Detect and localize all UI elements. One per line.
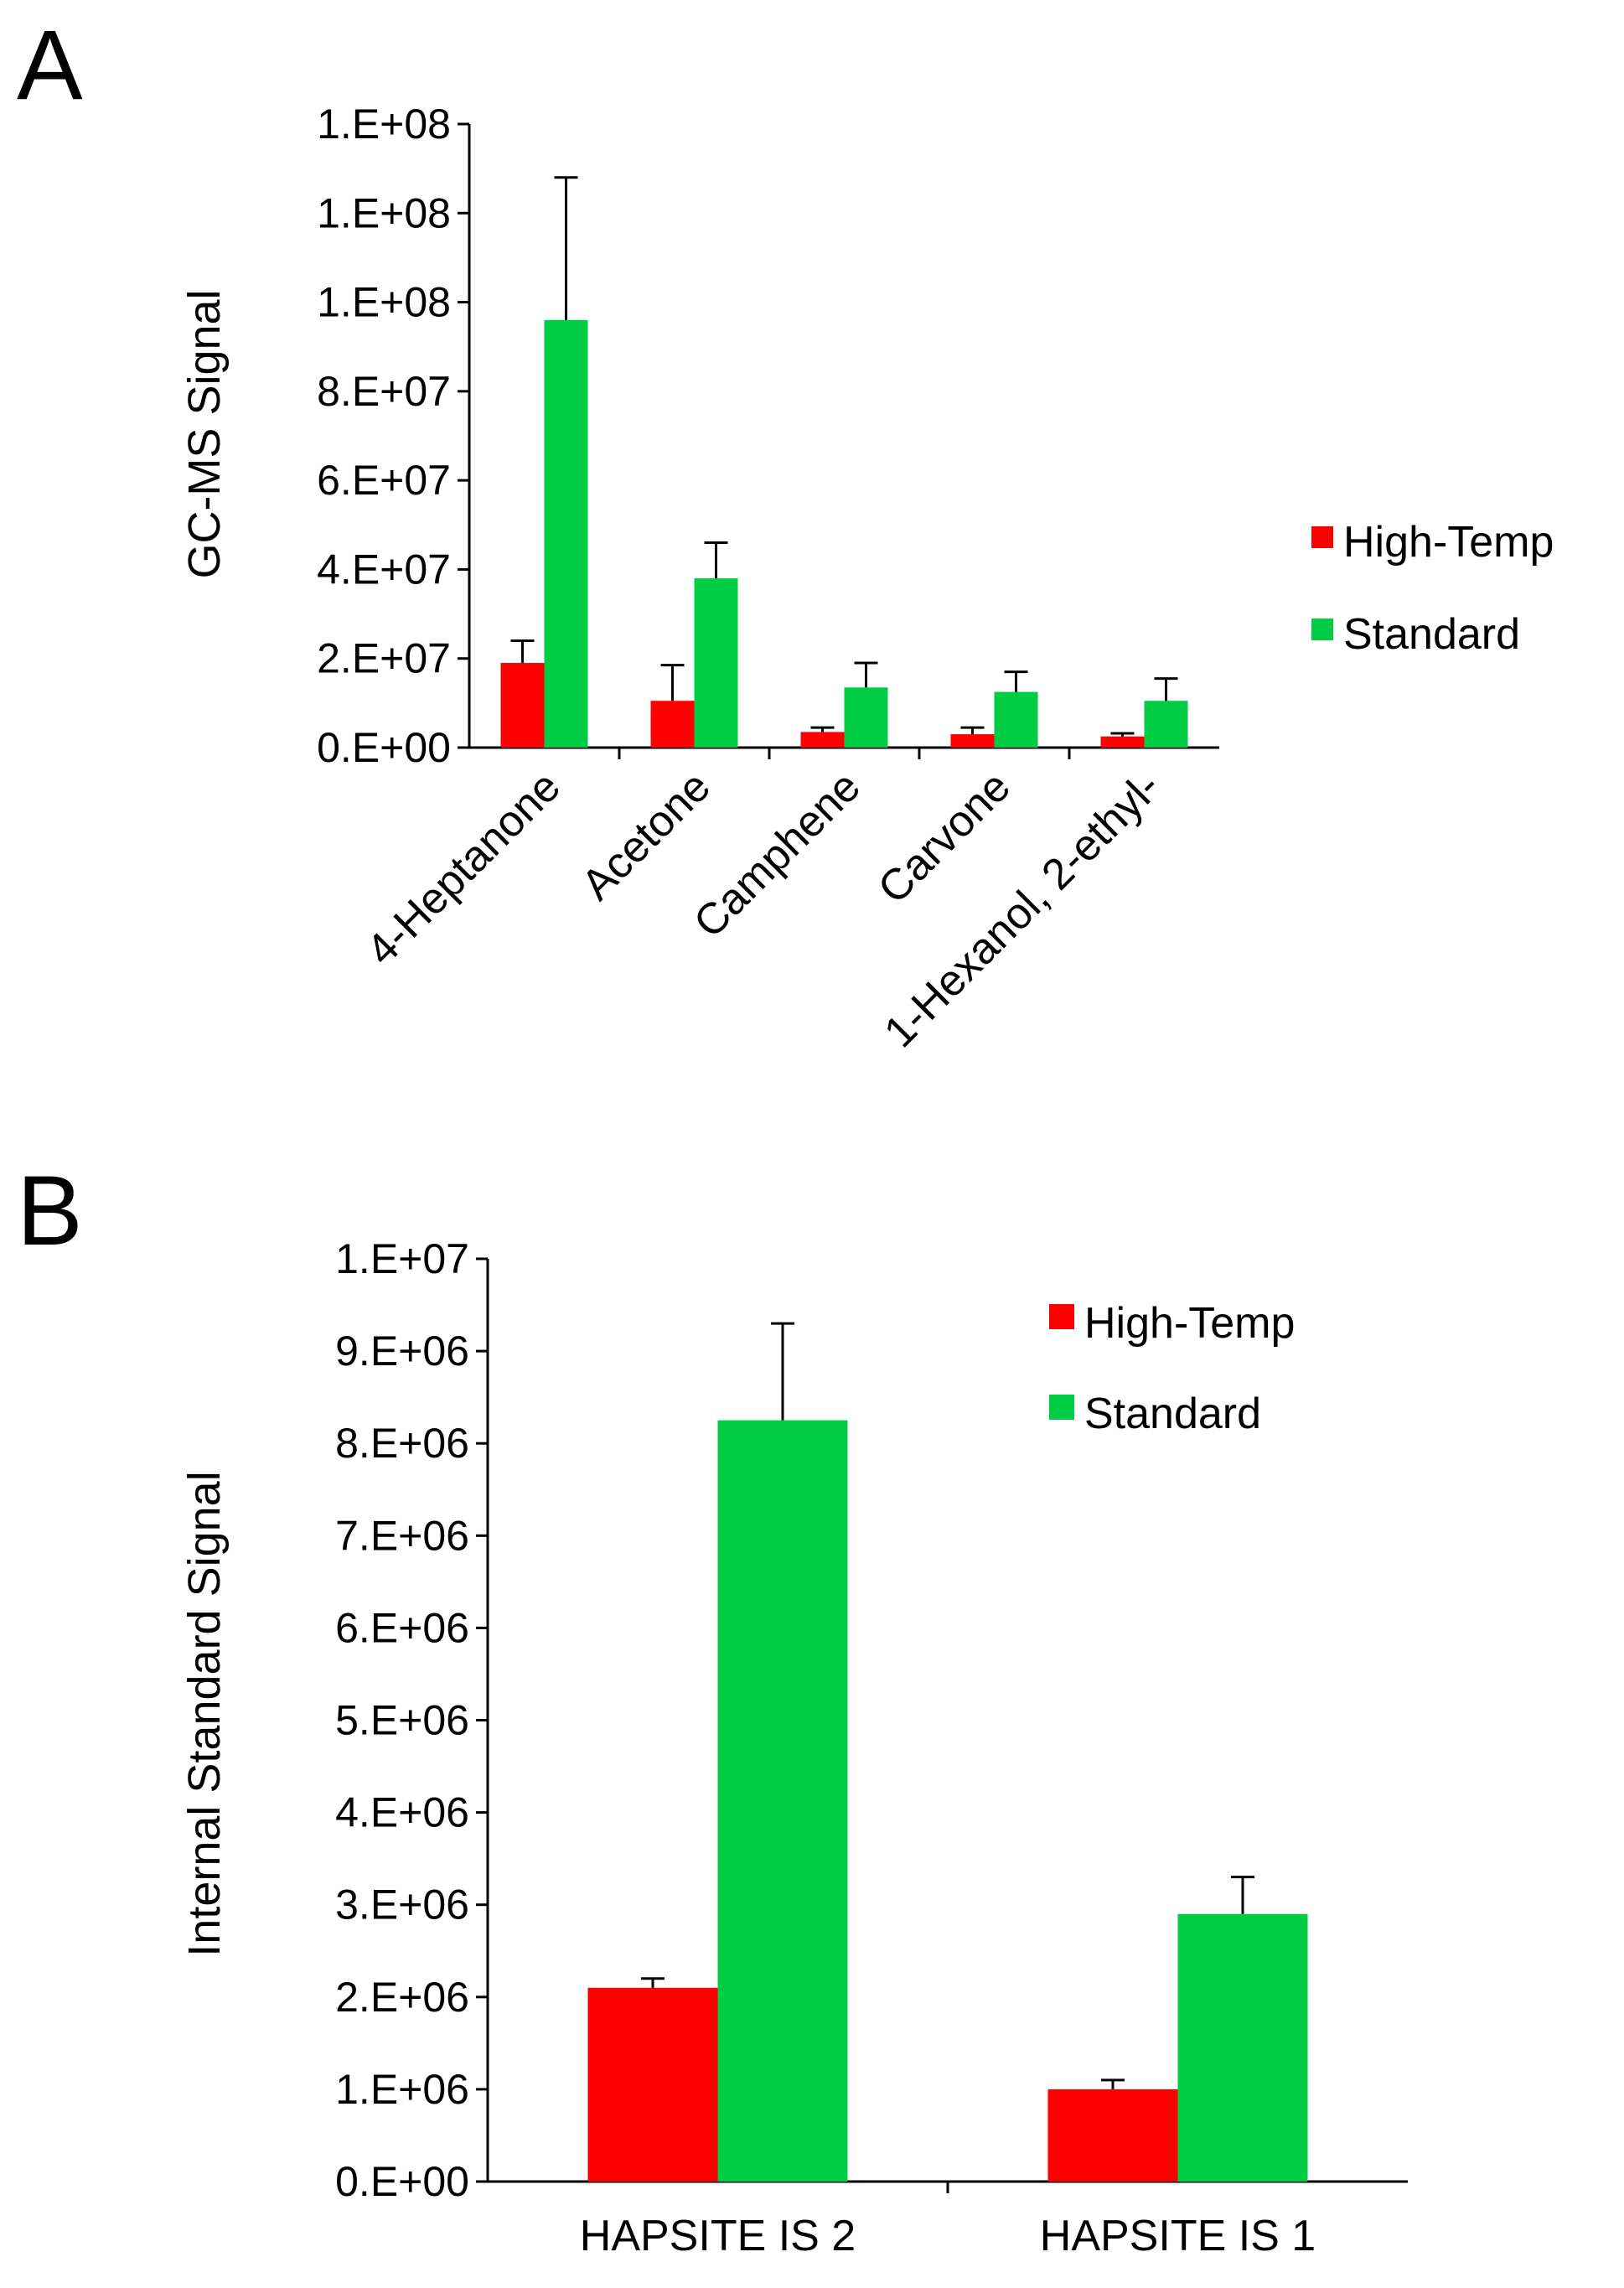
y-tick-label: 1.E+06 [335, 2066, 469, 2113]
bar-high-temp [587, 1987, 718, 2182]
legend-label: Standard [1343, 610, 1520, 659]
bar-high-temp [650, 701, 695, 748]
plot-area-b: 0.E+00 1.E+06 2.E+06 3.E+06 4.E+06 5.E+06 6.E+… [335, 1235, 1408, 2260]
legend-swatch [1311, 526, 1333, 548]
x-category-label: Carvone [869, 762, 1020, 913]
legend-label: High-Temp [1084, 1299, 1295, 1348]
y-tick-label: 0.E+00 [335, 2158, 469, 2205]
y-tick-label: 1.E+08 [317, 279, 451, 326]
y-tick-label: 5.E+06 [335, 1697, 469, 1744]
legend-swatch [1311, 619, 1333, 640]
legend-label: Standard [1084, 1390, 1261, 1438]
y-tick-label: 0.E+00 [317, 724, 451, 771]
panel-letter-a: A [17, 10, 83, 121]
bar-standard [1144, 701, 1188, 748]
bar-standard [994, 691, 1038, 748]
y-tick-label: 6.E+07 [317, 457, 451, 504]
y-tick-label: 6.E+06 [335, 1604, 469, 1651]
legend-swatch [1049, 1304, 1074, 1329]
y-tick-label: 1.E+08 [317, 101, 451, 148]
y-axis-title-b: Internal Standard Signal [179, 1471, 230, 1956]
y-tick-label: 1.E+07 [335, 1235, 469, 1282]
y-tick-label: 3.E+06 [335, 1882, 469, 1928]
bar-standard [694, 578, 738, 748]
y-tick-label: 8.E+06 [335, 1420, 469, 1467]
x-category-label: 4-Heptanone [357, 762, 570, 975]
bar-standard [1177, 1913, 1308, 2182]
y-tick-label: 1.E+08 [317, 189, 451, 236]
y-tick-label: 9.E+06 [335, 1328, 469, 1374]
legend-swatch [1049, 1395, 1074, 1420]
x-category-label: Acetone [572, 762, 720, 909]
bar-standard [544, 319, 588, 748]
bar-high-temp [800, 732, 845, 748]
panel-letter-b: B [17, 1156, 83, 1266]
legend-a: High-Temp Standard [1311, 518, 1554, 659]
bar-high-temp [500, 663, 545, 748]
y-tick-label: 2.E+07 [317, 635, 451, 682]
plot-area-a: 0.E+00 2.E+07 4.E+07 6.E+07 8.E+07 1.E+08 1.E+… [317, 101, 1219, 1057]
y-tick-label: 4.E+06 [335, 1789, 469, 1836]
bar-high-temp [950, 734, 995, 748]
panel-b: B Internal Standard Signal 0.E+00 1.E+06 2… [17, 1156, 1408, 2260]
legend-label: High-Temp [1343, 518, 1554, 567]
bar-high-temp [1047, 2089, 1178, 2182]
x-category-label: HAPSITE IS 2 [580, 2212, 856, 2260]
legend-b: High-Temp Standard [1049, 1299, 1295, 1438]
bar-standard [844, 687, 888, 748]
y-tick-label: 8.E+07 [317, 368, 451, 415]
panel-a: A GC-MS Signal 0.E+00 2.E+07 4.E+07 6.E+07 8… [17, 10, 1554, 1057]
y-tick-label: 2.E+06 [335, 1974, 469, 2021]
bar-high-temp [1100, 736, 1145, 748]
bar-standard [717, 1420, 848, 2182]
x-category-label: HAPSITE IS 1 [1040, 2212, 1316, 2260]
y-tick-label: 7.E+06 [335, 1512, 469, 1559]
x-category-label: 1-Hexanol, 2-ethyl- [875, 762, 1170, 1057]
y-axis-title-a: GC-MS Signal [179, 289, 230, 578]
y-tick-label: 4.E+07 [317, 546, 451, 593]
